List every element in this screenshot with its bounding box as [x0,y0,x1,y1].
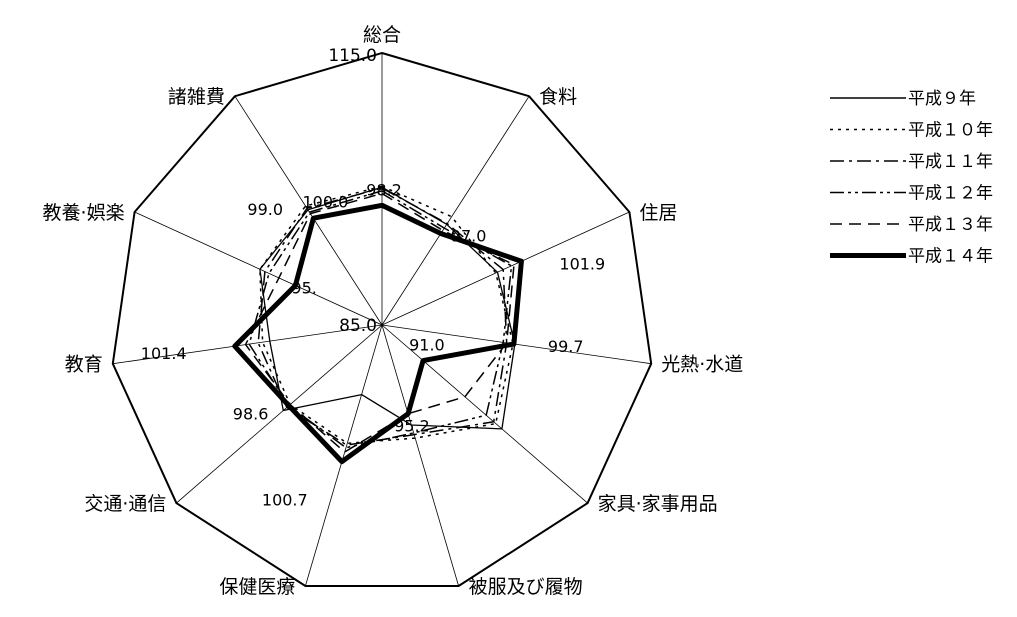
series-line [244,192,515,453]
value-labels: 115.0 85.0 98.2 97.0 101.9 99.7 91.0 95.2 100.7 9… [141,46,605,510]
radar-spoke [381,95,530,326]
legend-label: 平成９年 [908,89,976,109]
data-label: 98.2 [366,180,402,199]
radar-spoke [176,324,383,504]
series-line [259,185,514,445]
category-label: 食料 [539,86,577,108]
legend-label: 平成１０年 [908,121,993,141]
radar-outer-ring [111,51,653,587]
category-label: 光熱·水道 [661,354,743,376]
series-group [232,185,524,465]
category-label: 交通·通信 [84,493,166,515]
category-label: 総合 [363,24,401,46]
data-label: 95.2 [394,417,430,436]
category-label: 諸雑費 [168,86,225,108]
radar-grid [111,51,653,587]
series-line [232,202,524,465]
category-label: 保健医療 [219,576,295,598]
data-label: 100.7 [262,491,308,510]
category-label: 家具·家事用品 [598,493,718,515]
data-label: 101.9 [559,254,605,273]
series-line [259,186,516,430]
data-label: 100.0 [303,193,349,212]
radar-spoke [134,211,383,326]
scale-min-label: 85.0 [339,316,377,336]
radar-spoke [234,95,383,326]
category-label: 被服及び履物 [469,576,583,598]
category-label: 住居 [639,202,677,224]
radar-spoke [381,324,652,365]
radar-spoke [381,324,459,587]
radar-spoke [305,324,383,587]
legend-label: 平成１２年 [908,184,993,204]
legend-label: 平成１３年 [908,215,993,235]
category-label: 教養·娯楽 [43,202,125,224]
data-label: 91.0 [409,336,445,355]
radar-spoke [112,324,383,365]
data-label: 95. [291,279,316,298]
legend-label: 平成１４年 [908,247,993,267]
scale-max-label: 115.0 [328,46,377,66]
category-label: 教育 [65,354,103,376]
data-label: 99.0 [247,200,283,219]
radar-spoke [381,211,630,326]
radar-spoke [381,324,588,504]
data-label: 97.0 [451,227,487,246]
data-label: 99.7 [548,337,584,356]
data-label: 98.6 [233,405,269,424]
legend-label: 平成１１年 [908,152,993,172]
series-line [248,190,513,449]
data-label: 101.4 [141,344,187,363]
